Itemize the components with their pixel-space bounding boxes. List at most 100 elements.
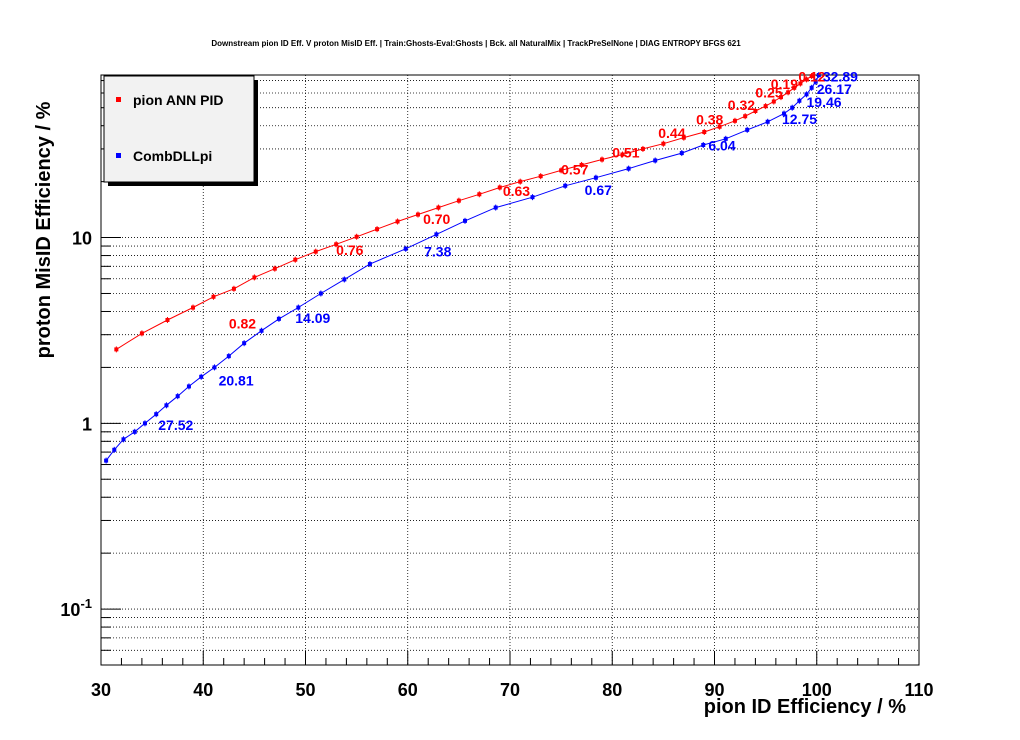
data-point [142, 421, 147, 426]
point-annotation: 0.51 [612, 144, 639, 160]
data-point [809, 85, 814, 90]
x-tick-label: 90 [704, 680, 724, 700]
data-point [559, 168, 564, 173]
data-point [732, 118, 737, 123]
data-point [354, 234, 359, 239]
data-point [778, 95, 783, 100]
data-point [191, 305, 196, 310]
data-point [661, 141, 666, 146]
point-annotation: 0.12 [798, 68, 825, 84]
data-point [809, 74, 814, 79]
data-point [199, 374, 204, 379]
legend-label-ann: pion ANN PID [133, 92, 223, 108]
data-point [493, 205, 498, 210]
data-point [276, 316, 281, 321]
point-annotation: 0.38 [696, 111, 723, 127]
data-point [375, 227, 380, 232]
data-point [226, 354, 231, 359]
point-annotation: 0.19 [771, 76, 798, 92]
data-point [804, 77, 809, 82]
data-point [765, 119, 770, 124]
point-annotation: 20.81 [219, 373, 254, 389]
legend-marker-ann [116, 97, 121, 102]
data-point [242, 341, 247, 346]
data-point [702, 130, 707, 135]
x-tick-label: 80 [602, 680, 622, 700]
data-point [139, 331, 144, 336]
data-point [771, 99, 776, 104]
point-annotation: 0.25 [755, 85, 782, 101]
point-annotation: 0.70 [423, 211, 450, 227]
series-line-1 [105, 74, 820, 461]
data-point [653, 158, 658, 163]
legend-box [103, 75, 255, 183]
y-tick-label: 1 [82, 414, 92, 434]
data-point [212, 365, 217, 370]
data-point [436, 205, 441, 210]
data-point [626, 166, 631, 171]
point-annotation: 19.46 [807, 94, 842, 110]
data-point [620, 152, 625, 157]
data-point [104, 458, 109, 463]
x-axis-label: pion ID Efficiency / % [704, 696, 906, 718]
data-point [342, 277, 347, 282]
data-point [259, 328, 264, 333]
data-point [753, 109, 758, 114]
y-tick-label: 10 [72, 229, 92, 249]
legend-marker-dll [116, 153, 121, 158]
point-annotation: 0.82 [229, 315, 256, 331]
data-point [579, 162, 584, 167]
point-annotation: 0.44 [658, 125, 685, 141]
data-point [313, 249, 318, 254]
data-point [816, 73, 821, 77]
data-point [456, 198, 461, 203]
data-point [403, 246, 408, 251]
data-point [723, 136, 728, 141]
point-annotation: 12.75 [782, 111, 817, 127]
data-point [763, 104, 768, 109]
data-point [175, 394, 180, 399]
data-point [518, 179, 523, 184]
data-point [296, 305, 301, 310]
data-point [165, 317, 170, 322]
point-annotation: 27.52 [158, 417, 193, 433]
data-point [640, 146, 645, 151]
data-point [434, 232, 439, 237]
data-point [790, 105, 795, 110]
y-tick-label: 10-1 [60, 596, 92, 620]
data-point [186, 384, 191, 389]
data-point [334, 242, 339, 247]
data-point [293, 257, 298, 262]
data-point [797, 98, 802, 103]
legend: pion ANN PID CombDLLpi [103, 75, 258, 186]
point-annotation: 0.32 [728, 97, 755, 113]
data-point [782, 111, 787, 116]
data-point [813, 79, 818, 84]
x-tick-label: 60 [398, 680, 418, 700]
data-point [121, 437, 126, 442]
data-point [804, 92, 809, 97]
data-point [272, 266, 277, 271]
data-point [679, 151, 684, 156]
data-point [164, 403, 169, 408]
data-point [395, 219, 400, 224]
x-tick-label: 40 [193, 680, 213, 700]
point-annotation: 0.76 [336, 242, 363, 258]
data-point [600, 157, 605, 162]
data-point [252, 275, 257, 280]
series [104, 72, 821, 464]
data-point [530, 195, 535, 200]
data-point [463, 218, 468, 223]
data-point [792, 85, 797, 90]
data-point [786, 90, 791, 95]
point-annotation: 0.67 [585, 182, 612, 198]
data-point [415, 212, 420, 217]
x-tick-label: 110 [904, 680, 933, 700]
point-annotation: 6.04 [708, 138, 735, 154]
data-point [701, 142, 706, 147]
data-point [112, 447, 117, 452]
point-annotation: 0.57 [561, 162, 588, 178]
point-annotation: 7.38 [424, 244, 451, 260]
